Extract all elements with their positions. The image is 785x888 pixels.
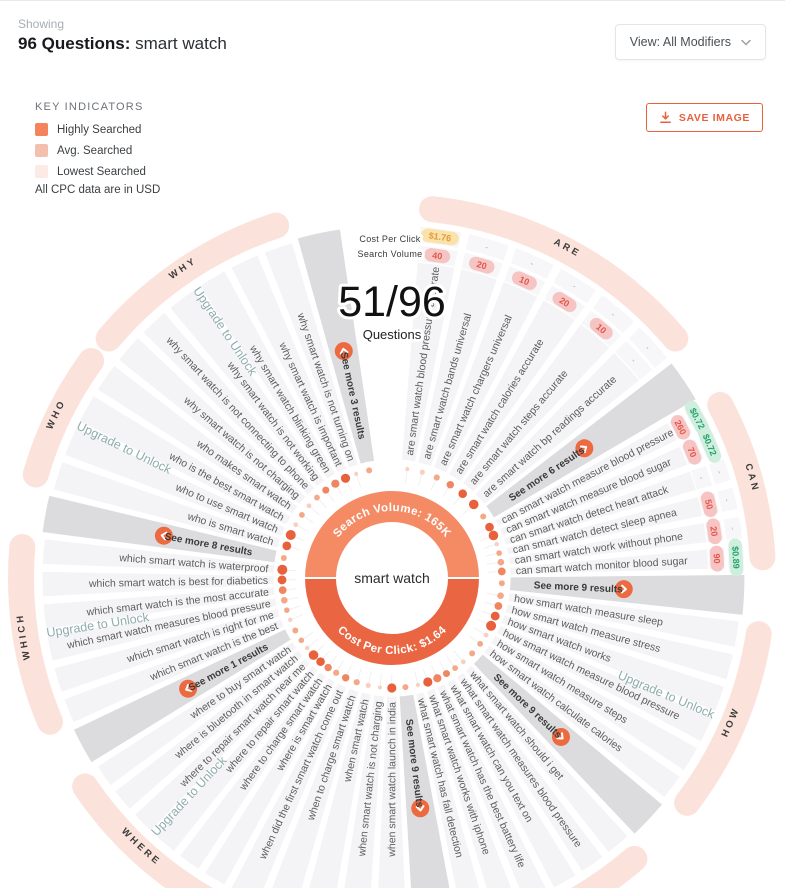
questions-counter-sub: Questions xyxy=(363,327,422,342)
volume-dot xyxy=(416,683,420,687)
volume-dot xyxy=(452,665,458,671)
volume-dot xyxy=(278,576,287,585)
volume-dot xyxy=(277,565,287,575)
volume-dot xyxy=(342,674,349,681)
volume-dot xyxy=(447,481,454,488)
volume-dot xyxy=(494,602,502,610)
volume-dot xyxy=(378,685,382,689)
questions-counter: 51/96 xyxy=(338,278,446,326)
volume-dot xyxy=(433,674,441,682)
volume-dot xyxy=(279,586,287,594)
volume-dot xyxy=(299,512,305,518)
volume-dot xyxy=(284,607,290,613)
volume-dot xyxy=(324,664,331,671)
volume-dot xyxy=(322,487,329,494)
volume-dot xyxy=(499,580,505,586)
center-keyword: smart watch xyxy=(354,570,429,586)
volume-dot xyxy=(282,541,291,550)
volume-dot xyxy=(402,684,408,690)
volume-dot xyxy=(443,670,450,677)
volume-pill-value: 20 xyxy=(708,526,719,537)
volume-dot xyxy=(354,679,360,685)
volume-dot xyxy=(489,531,499,541)
volume-pill-value: 90 xyxy=(711,553,722,564)
volume-dot xyxy=(341,474,350,483)
volume-dot xyxy=(354,472,358,476)
volume-dot xyxy=(469,500,479,510)
volume-dot xyxy=(484,633,489,638)
volume-dot xyxy=(458,489,467,498)
volume-dot xyxy=(498,559,505,566)
volume-dot xyxy=(366,467,372,473)
volume-dot xyxy=(314,495,320,501)
volume-pill-value: 40 xyxy=(432,250,443,261)
question-label: when smart watch launch in india xyxy=(386,702,398,858)
volume-dot xyxy=(461,659,466,664)
volume-dot xyxy=(281,555,287,561)
cpc-pill-value: $0.89 xyxy=(730,546,741,569)
volume-dot xyxy=(497,592,504,599)
volume-dot xyxy=(480,513,486,519)
volume-dot xyxy=(494,542,498,546)
volume-dot xyxy=(292,627,298,633)
volume-dot xyxy=(286,530,296,540)
volume-dot xyxy=(299,638,305,644)
volume-dot xyxy=(491,612,500,621)
volume-dot xyxy=(307,503,312,508)
cpc-column-label: Cost Per Click xyxy=(359,234,420,244)
volume-dot xyxy=(477,641,483,647)
volume-dot xyxy=(333,670,339,676)
volume-dot xyxy=(486,621,496,631)
volume-dot xyxy=(288,618,292,622)
volume-dot xyxy=(387,683,396,692)
volume-dot xyxy=(281,597,288,604)
volume-dot xyxy=(423,677,432,686)
volume-dot xyxy=(434,474,440,480)
volume-dot xyxy=(309,650,319,660)
volume-dot xyxy=(485,523,494,532)
volume-dot xyxy=(405,467,409,471)
volume-dot xyxy=(305,646,309,650)
question-label: which smart watch is best for diabetics xyxy=(88,575,268,590)
volume-dot xyxy=(331,480,339,488)
volume-dot xyxy=(420,470,425,475)
volume-dot xyxy=(469,650,475,656)
volume-dot xyxy=(366,683,371,688)
volume-dot xyxy=(293,522,298,527)
volume-dot xyxy=(498,568,506,576)
volume-dot xyxy=(496,550,502,556)
volume-column-label: Search Volume xyxy=(358,249,423,259)
volume-dot xyxy=(316,657,325,666)
